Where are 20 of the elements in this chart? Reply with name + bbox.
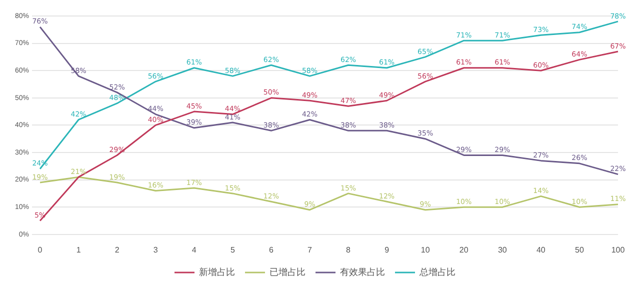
x-tick-label: 2 [114,245,120,254]
x-tick-label: 8 [346,245,352,254]
x-tick-label: 10 [420,245,430,254]
x-tick-label: 20 [459,245,469,254]
legend-label: 已增占比 [270,266,306,278]
x-tick-label: 9 [384,245,390,254]
x-tick-label: 5 [230,245,236,254]
x-tick-label: 50 [575,245,584,254]
x-tick-label: 3 [153,245,158,254]
legend-label: 总增占比 [418,266,456,278]
x-tick-label: 0 [38,245,43,254]
x-tick-label: 100 [611,245,626,254]
x-tick-label: 1 [76,245,82,254]
x-tick-label: 30 [498,245,508,254]
legend-label: 有效果占比 [340,266,385,278]
x-tick-label: 40 [536,245,546,254]
x-tick-label: 7 [308,245,313,254]
x-tick-label: 4 [192,245,197,254]
x-tick-label: 6 [268,245,274,254]
legend-label: 新增占比 [199,266,235,278]
